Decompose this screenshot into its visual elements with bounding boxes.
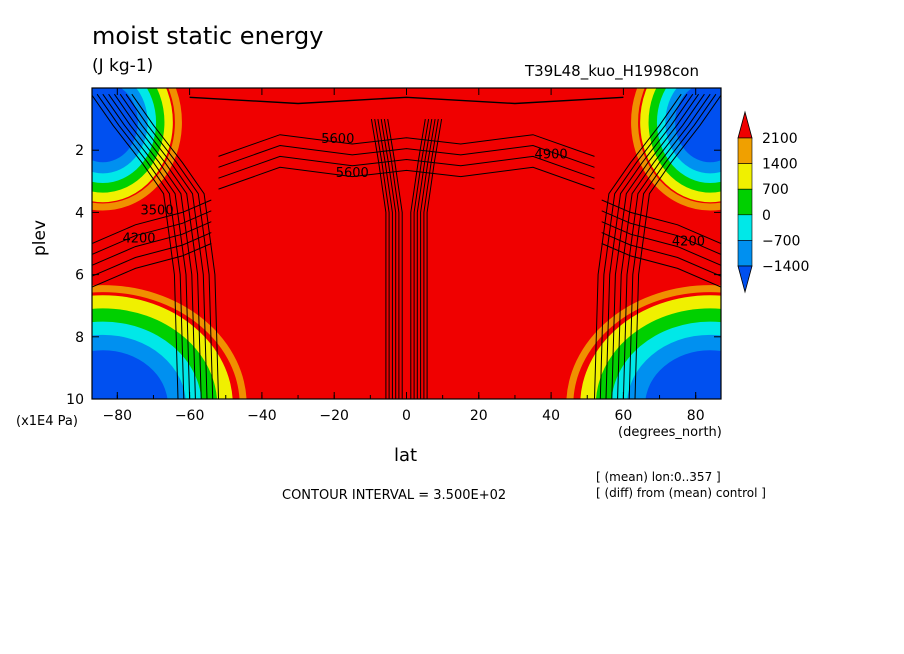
contour-eq-left-2 (380, 119, 397, 399)
cold-nh-lower-rim (566, 285, 721, 399)
contour-sh-wall-6 (96, 93, 185, 399)
contour-eq-right-2 (416, 119, 433, 399)
y-tick-label-0: 2 (75, 143, 84, 159)
contour-label-layer: 5600 5600 3500 4200 4200 4900 (122, 132, 705, 250)
contour-label-4: 4200 (672, 234, 705, 249)
contour-eq-left-5 (370, 119, 387, 399)
cold-sh-upper-band-4 (92, 88, 138, 163)
field-layer (92, 88, 721, 399)
contour-top-band (189, 96, 624, 105)
y-tick-label-2: 6 (75, 268, 84, 284)
contour-upper-0 (218, 134, 595, 157)
contour-nh-mid-3 (601, 232, 721, 277)
colorbar-extend-top (737, 110, 753, 139)
contour-eq-right-0 (410, 119, 426, 399)
contour-sh-mid-2 (92, 221, 212, 266)
contour-nh-wall-6 (628, 93, 717, 399)
x-tick-label-2: −40 (247, 408, 277, 424)
colorbar-label-4: −700 (762, 233, 800, 249)
x-tick-label-3: −20 (319, 408, 349, 424)
contour-sh-wall-3 (113, 93, 202, 399)
contour-nh-mid-0 (601, 199, 721, 244)
contour-label-3: 4200 (122, 231, 155, 246)
colorbar-swatch-4 (737, 214, 753, 241)
contour-interval: CONTOUR INTERVAL = 3.500E+02 (282, 488, 507, 503)
diff-note: [ (diff) from (mean) control ] (596, 486, 766, 500)
contour-eq-left-0 (387, 119, 403, 399)
x-tick-label-4: 0 (402, 408, 411, 424)
colorbar-label-5: −1400 (762, 259, 809, 275)
y-axis: 2 4 6 8 10 (66, 143, 721, 408)
contour-label-2: 3500 (141, 203, 174, 218)
contour-sh-mid-4 (92, 243, 212, 288)
x-tick-label-6: 40 (542, 408, 560, 424)
x-axis-label: lat (394, 445, 418, 466)
cold-sh-upper-rim (92, 88, 182, 211)
contour-sh-wall-5 (102, 93, 191, 399)
contour-upper-2 (218, 155, 595, 179)
y-axis-unit: (x1E4 Pa) (16, 414, 78, 429)
mean-note: [ (mean) lon:0..357 ] (596, 470, 721, 484)
x-axis: −80 −60 −40 −20 0 20 40 60 80 (103, 88, 705, 424)
contour-sh-wall-1 (125, 93, 214, 399)
contour-layer (92, 93, 721, 399)
chart-units: (J kg-1) (92, 56, 154, 76)
colorbar-swatch-2 (737, 163, 753, 190)
x-tick-label-5: 20 (470, 408, 488, 424)
contour-upper-3 (218, 166, 595, 190)
colorbar-label-3: 0 (762, 208, 771, 224)
cold-sh-lower-band-4 (92, 350, 168, 399)
x-tick-label-0: −80 (103, 408, 133, 424)
contour-eq-left-1 (383, 119, 400, 399)
colorbar-swatch-3 (737, 188, 753, 216)
colorbar-label-0: 2100 (762, 131, 798, 147)
contour-nh-wall-7 (634, 94, 721, 399)
contour-sh-wall-2 (119, 93, 208, 399)
y-tick-label-4: 10 (66, 392, 84, 408)
contour-nh-wall-3 (611, 93, 700, 399)
contour-eq-right-1 (413, 119, 430, 399)
colorbar: 2100 1400 700 0 −700 −1400 (737, 110, 809, 294)
contour-label-5: 4900 (535, 147, 568, 162)
chart-title: moist static energy (92, 22, 324, 50)
colorbar-swatch-1 (737, 137, 753, 164)
contour-nh-wall-2 (605, 93, 694, 399)
contour-upper-1 (218, 144, 595, 168)
x-tick-label-7: 60 (614, 408, 632, 424)
x-tick-label-8: 80 (687, 408, 705, 424)
cold-nh-lower-band-4 (645, 350, 721, 399)
colorbar-label-1: 1400 (762, 157, 798, 173)
contour-nh-mid-1 (601, 210, 721, 255)
cold-nh-upper-band-4 (675, 88, 721, 163)
run-name: T39L48_kuo_H1998con (525, 62, 699, 80)
contour-sh-wall-0 (131, 93, 219, 399)
colorbar-swatch-5 (737, 240, 753, 267)
contour-nh-mid-2 (601, 221, 721, 266)
contour-label-1: 5600 (336, 166, 369, 181)
x-axis-unit: (degrees_north) (618, 425, 722, 440)
colorbar-label-2: 700 (762, 182, 789, 198)
y-tick-label-1: 4 (75, 205, 84, 221)
contour-nh-wall-5 (622, 93, 711, 399)
contour-label-0: 5600 (321, 132, 354, 147)
contour-nh-wall-4 (617, 93, 705, 399)
colorbar-extend-bottom (737, 265, 753, 294)
cold-nh-upper-rim (631, 88, 721, 211)
contour-nh-mid-4 (601, 243, 721, 288)
cold-sh-lower-rim (92, 285, 247, 399)
contour-nh-wall-0 (594, 93, 682, 399)
contour-sh-mid-1 (92, 210, 212, 255)
contour-sh-wall-7 (92, 94, 179, 399)
y-tick-label-3: 8 (75, 330, 84, 346)
contour-sh-mid-3 (92, 232, 212, 277)
contour-sh-wall-4 (108, 93, 196, 399)
x-tick-label-1: −60 (175, 408, 205, 424)
contour-nh-wall-1 (599, 93, 688, 399)
contour-eq-right-5 (426, 119, 443, 399)
contour-sh-mid-0 (92, 199, 212, 244)
